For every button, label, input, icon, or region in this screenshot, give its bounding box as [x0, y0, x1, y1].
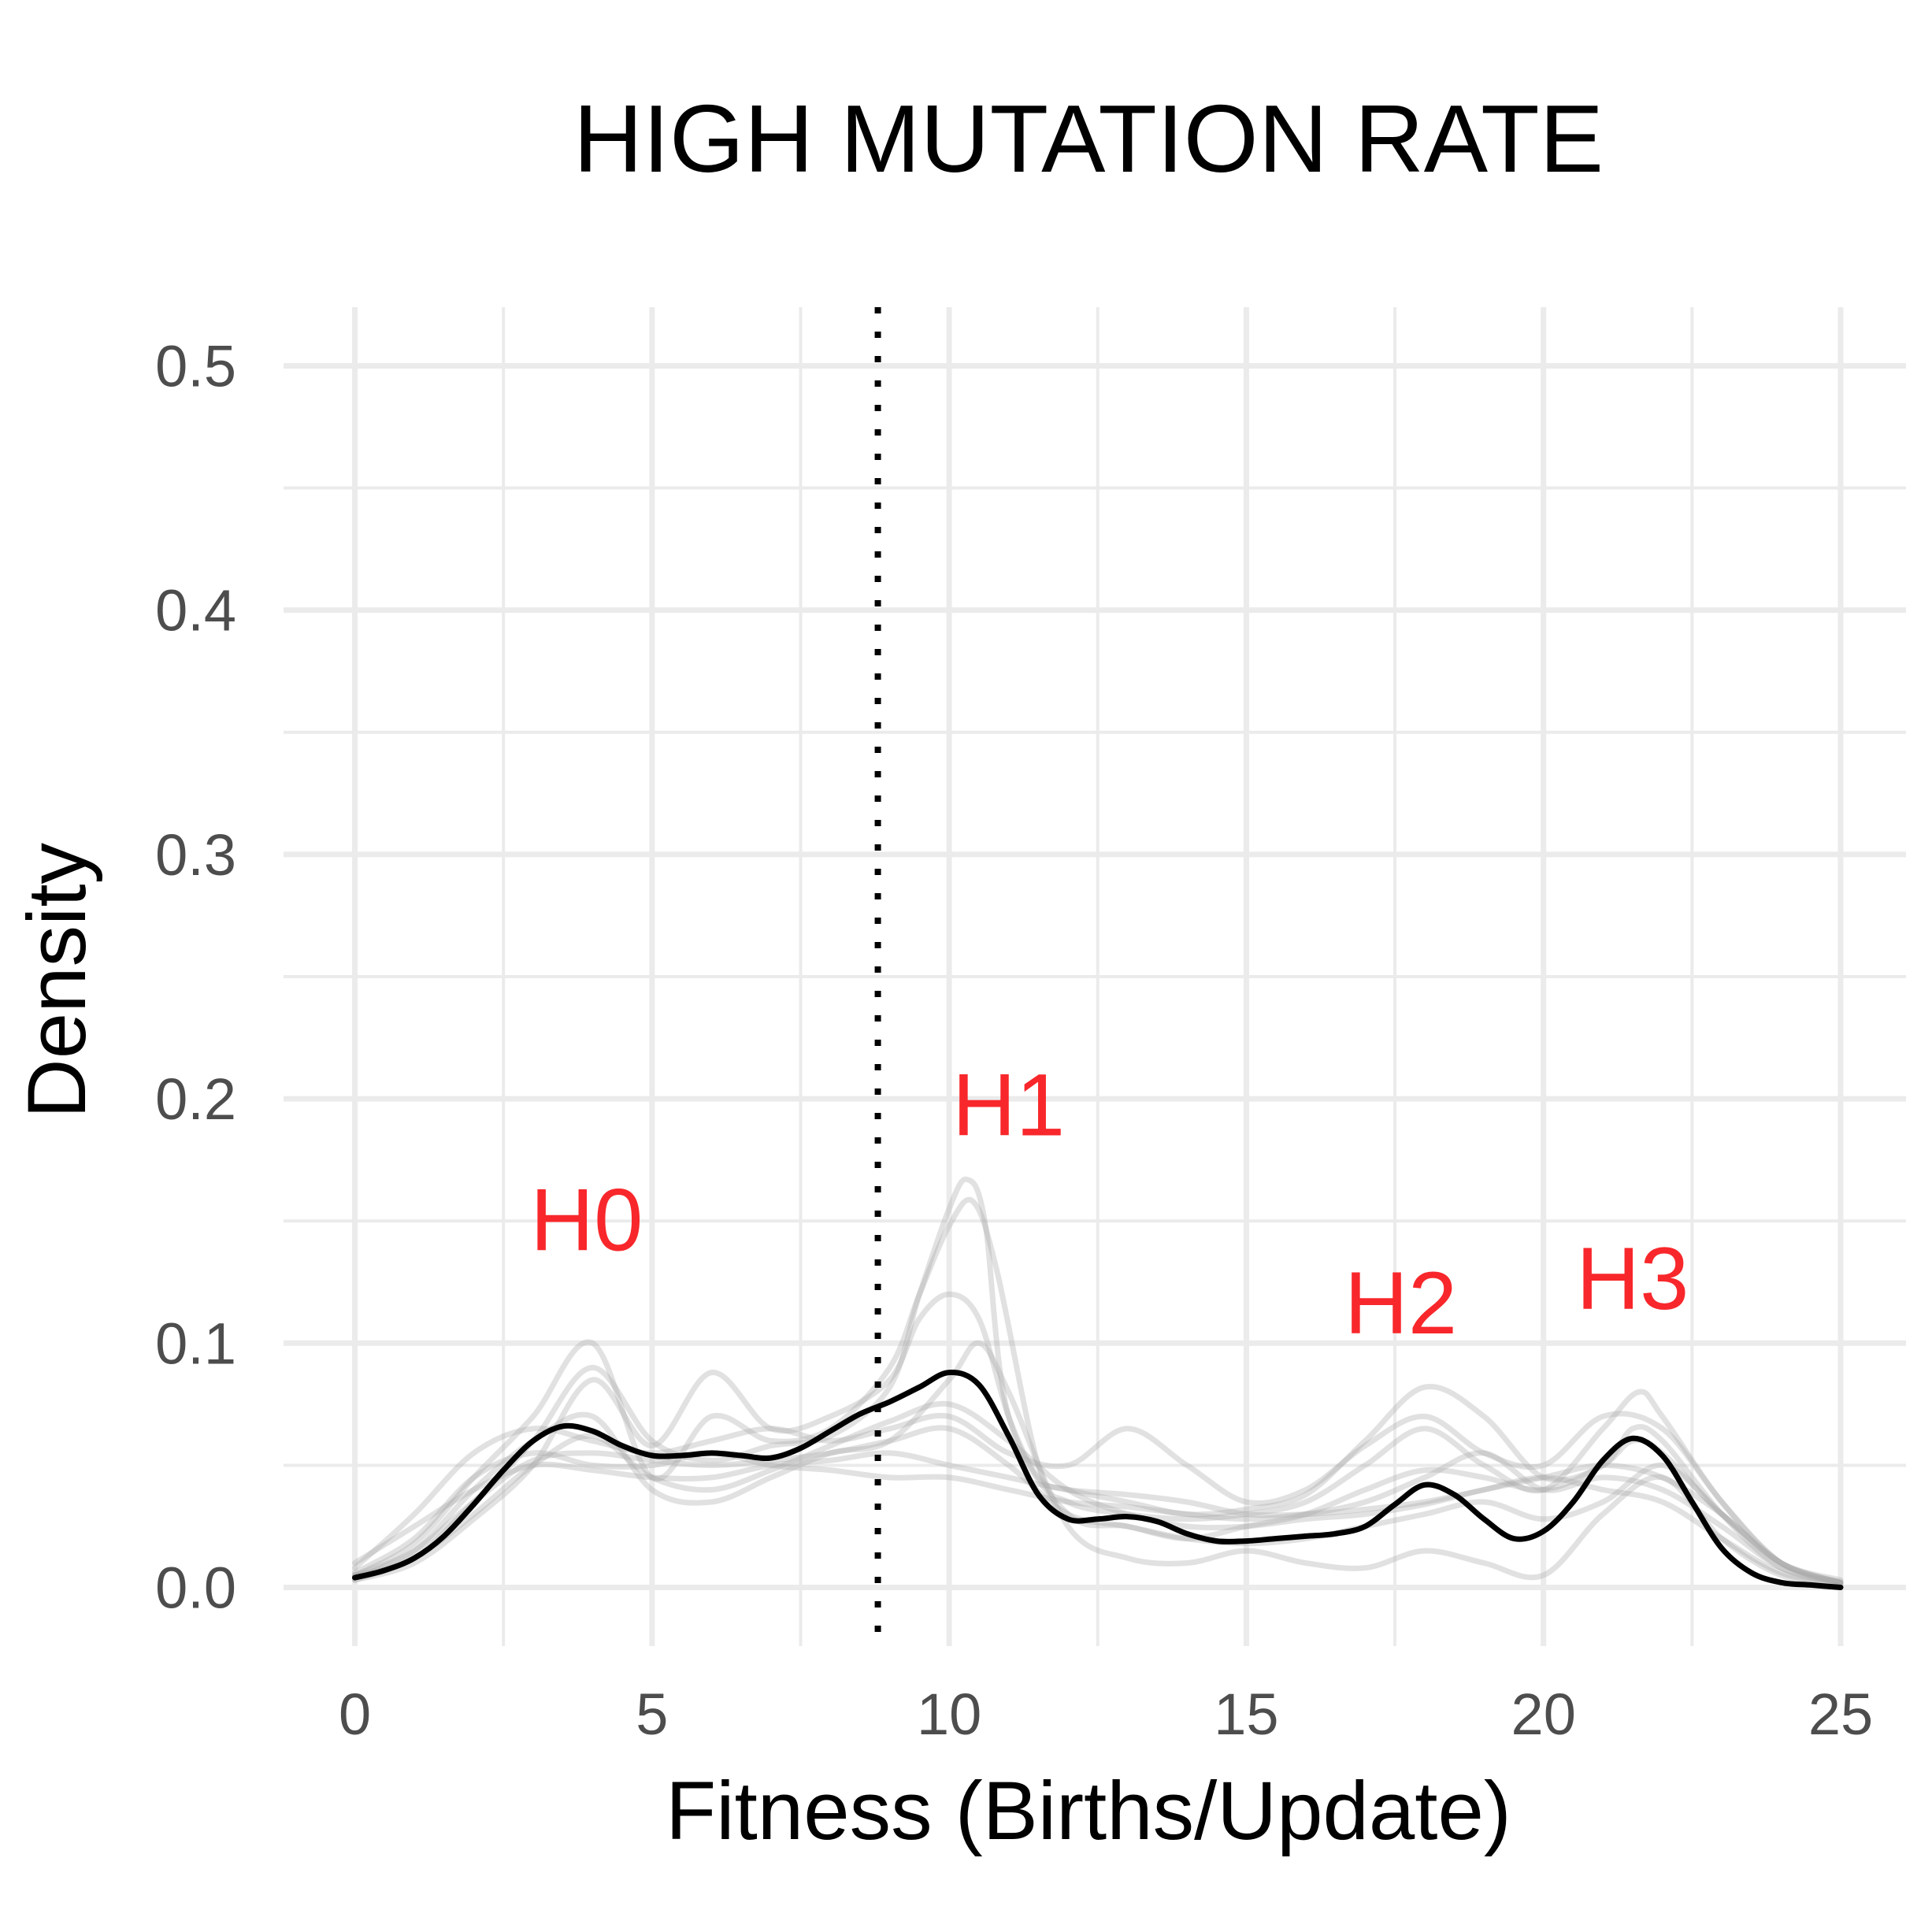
y-axis-label: Density	[11, 842, 103, 1118]
annotation-h0: H0	[530, 1170, 643, 1269]
annotation-h3: H3	[1576, 1229, 1689, 1328]
y-tick-label: 0.5	[155, 333, 236, 399]
annotation-h1: H1	[952, 1056, 1065, 1155]
y-tick-label: 0.2	[155, 1066, 236, 1132]
peak-annotations: H0 H1 H2 H3	[530, 1056, 1689, 1352]
y-tick-label: 0.4	[155, 578, 236, 643]
major-gridlines	[284, 307, 1906, 1646]
x-axis-tick-labels: 0 5 10 15 20 25	[339, 1682, 1873, 1747]
minor-gridlines	[284, 307, 1906, 1646]
replicate-curve-2	[352, 1196, 1844, 1585]
x-tick-label: 20	[1511, 1682, 1576, 1747]
replicate-curve-5	[352, 1450, 1844, 1583]
replicate-curve-3	[352, 1291, 1844, 1585]
y-tick-label: 0.1	[155, 1311, 236, 1376]
x-tick-label: 10	[917, 1682, 981, 1747]
x-tick-label: 5	[636, 1682, 668, 1747]
y-tick-label: 0.0	[155, 1556, 236, 1621]
replicate-curve-4	[352, 1411, 1844, 1585]
x-axis-label: Fitness (Births/Update)	[666, 1765, 1511, 1857]
replicate-curve-9	[352, 1425, 1844, 1585]
y-tick-label: 0.3	[155, 822, 236, 888]
replicate-curve-8	[352, 1400, 1844, 1588]
annotation-h2: H2	[1344, 1254, 1457, 1352]
replicate-curve-7	[352, 1450, 1844, 1585]
y-axis-tick-labels: 0.0 0.1 0.2 0.3 0.4 0.5	[155, 333, 236, 1620]
replicate-curve-6	[352, 1340, 1844, 1588]
mean-density-curve	[352, 1370, 1844, 1590]
x-tick-label: 15	[1214, 1682, 1278, 1747]
x-tick-label: 25	[1808, 1682, 1873, 1747]
x-tick-label: 0	[339, 1682, 371, 1747]
chart-title: HIGH MUTATION RATE	[573, 85, 1604, 192]
